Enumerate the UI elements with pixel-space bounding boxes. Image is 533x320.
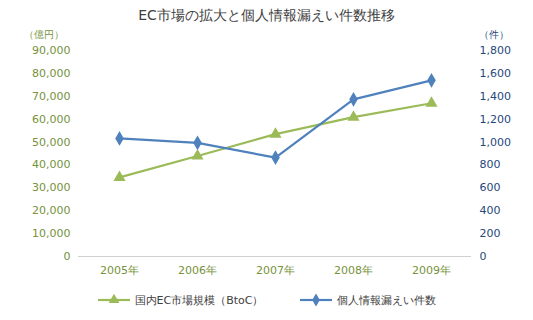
- svg-text:20,000: 20,000: [32, 204, 71, 217]
- html-text:個人情報漏えい件数: 個人情報漏えい件数: [337, 293, 437, 307]
- svg-text:1,600: 1,600: [480, 67, 512, 80]
- svg-text:2009年: 2009年: [412, 264, 451, 277]
- html-text:（件）: （件）: [479, 29, 509, 40]
- svg-text:60,000: 60,000: [32, 113, 71, 126]
- svg-text:70,000: 70,000: [32, 90, 71, 103]
- html-text:EC市場の拡大と個人情報漏えい件数推移: EC市場の拡大と個人情報漏えい件数推移: [138, 7, 395, 23]
- svg-text:1,800: 1,800: [480, 44, 512, 57]
- svg-text:1,200: 1,200: [480, 113, 512, 126]
- svg-text:1,400: 1,400: [480, 90, 512, 103]
- svg-text:800: 800: [480, 158, 501, 171]
- svg-text:80,000: 80,000: [32, 67, 71, 80]
- svg-text:600: 600: [480, 181, 501, 194]
- svg-text:2008年: 2008年: [334, 264, 373, 277]
- svg-text:200: 200: [480, 227, 501, 240]
- svg-text:0: 0: [480, 250, 487, 263]
- svg-text:40,000: 40,000: [32, 158, 71, 171]
- html-text:（億円）: （億円）: [24, 29, 64, 40]
- svg-text:2006年: 2006年: [178, 264, 217, 277]
- svg-text:50,000: 50,000: [32, 136, 71, 149]
- svg-text:90,000: 90,000: [32, 44, 71, 57]
- svg-text:10,000: 10,000: [32, 227, 71, 240]
- svg-text:2005年: 2005年: [100, 264, 139, 277]
- svg-text:1,000: 1,000: [480, 136, 512, 149]
- svg-text:0: 0: [64, 250, 71, 263]
- svg-text:400: 400: [480, 204, 501, 217]
- svg-text:30,000: 30,000: [32, 181, 71, 194]
- html-text:国内EC市場規模（BtoC）: 国内EC市場規模（BtoC）: [134, 293, 264, 307]
- svg-text:2007年: 2007年: [256, 264, 295, 277]
